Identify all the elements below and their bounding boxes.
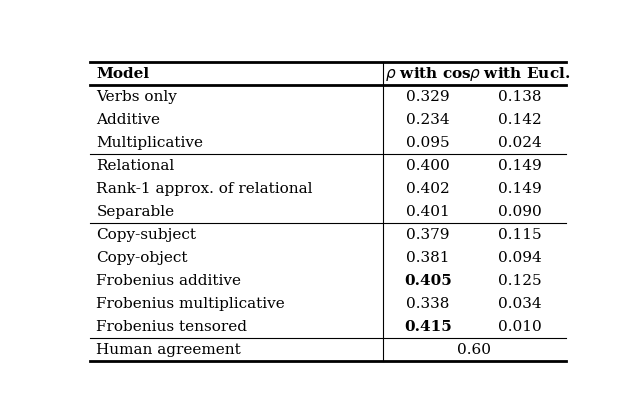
Text: 0.402: 0.402 bbox=[406, 182, 450, 196]
Text: 0.338: 0.338 bbox=[406, 297, 450, 311]
Text: 0.034: 0.034 bbox=[498, 297, 541, 311]
Text: Copy-subject: Copy-subject bbox=[97, 228, 196, 242]
Text: 0.149: 0.149 bbox=[498, 182, 541, 196]
Text: $\rho$ with Eucl.: $\rho$ with Eucl. bbox=[469, 65, 570, 83]
Text: Frobenius additive: Frobenius additive bbox=[97, 274, 241, 288]
Text: 0.095: 0.095 bbox=[406, 136, 450, 150]
Text: Frobenius tensored: Frobenius tensored bbox=[97, 320, 248, 334]
Text: Copy-object: Copy-object bbox=[97, 251, 188, 265]
Text: 0.010: 0.010 bbox=[498, 320, 541, 334]
Text: Verbs only: Verbs only bbox=[97, 90, 177, 104]
Text: 0.379: 0.379 bbox=[406, 228, 450, 242]
Text: 0.415: 0.415 bbox=[404, 320, 452, 334]
Text: Relational: Relational bbox=[97, 159, 175, 173]
Text: 0.401: 0.401 bbox=[406, 205, 450, 219]
Text: Separable: Separable bbox=[97, 205, 175, 219]
Text: 0.234: 0.234 bbox=[406, 113, 450, 127]
Text: 0.405: 0.405 bbox=[404, 274, 452, 288]
Text: 0.60: 0.60 bbox=[458, 343, 492, 357]
Text: 0.115: 0.115 bbox=[498, 228, 541, 242]
Text: Multiplicative: Multiplicative bbox=[97, 136, 204, 150]
Text: 0.400: 0.400 bbox=[406, 159, 450, 173]
Text: 0.329: 0.329 bbox=[406, 90, 450, 104]
Text: $\rho$ with cos: $\rho$ with cos bbox=[385, 65, 472, 83]
Text: Human agreement: Human agreement bbox=[97, 343, 241, 357]
Text: Model: Model bbox=[97, 67, 150, 81]
Text: 0.090: 0.090 bbox=[498, 205, 541, 219]
Text: 0.138: 0.138 bbox=[498, 90, 541, 104]
Text: 0.024: 0.024 bbox=[498, 136, 541, 150]
Text: 0.149: 0.149 bbox=[498, 159, 541, 173]
Text: 0.142: 0.142 bbox=[498, 113, 541, 127]
Text: Additive: Additive bbox=[97, 113, 161, 127]
Text: 0.125: 0.125 bbox=[498, 274, 541, 288]
Text: Frobenius multiplicative: Frobenius multiplicative bbox=[97, 297, 285, 311]
Text: Rank-1 approx. of relational: Rank-1 approx. of relational bbox=[97, 182, 313, 196]
Text: 0.381: 0.381 bbox=[406, 251, 450, 265]
Text: 0.094: 0.094 bbox=[498, 251, 541, 265]
